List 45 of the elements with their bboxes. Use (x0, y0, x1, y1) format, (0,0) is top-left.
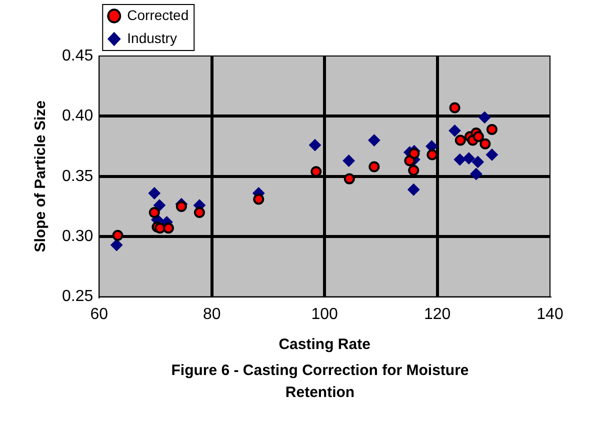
x-tick-label: 140 (536, 306, 564, 323)
point (486, 124, 498, 135)
point (462, 152, 475, 164)
point (176, 201, 187, 212)
x-tick-label: 80 (202, 306, 221, 323)
point (162, 222, 174, 234)
y-tick-label: 0.35 (62, 168, 94, 185)
point (148, 187, 160, 200)
point (308, 139, 321, 152)
point (448, 124, 461, 137)
text: Figure 6 - Casting Correction for Moisture Retention (170, 361, 470, 403)
y-axis-title: Slope of Particle Size (32, 100, 50, 252)
point (454, 134, 466, 146)
point (472, 131, 484, 142)
x-tick-label: 120 (424, 306, 451, 323)
point (408, 184, 420, 196)
point (344, 173, 355, 184)
point (368, 134, 380, 146)
point (154, 222, 166, 234)
point (454, 154, 466, 166)
point (472, 156, 484, 168)
point (153, 199, 166, 212)
point (470, 168, 482, 180)
point (408, 164, 420, 176)
y-tick-label: 0.30 (62, 228, 94, 246)
y-tick-label: 0.25 (62, 288, 94, 306)
point (368, 161, 380, 172)
point (342, 154, 355, 167)
point (110, 239, 123, 252)
y-tick-label: 0.40 (62, 108, 94, 125)
x-tick-label: 100 (311, 306, 338, 323)
legend-label: Corrected (127, 6, 189, 23)
point (253, 194, 264, 205)
point (112, 230, 124, 241)
point (478, 111, 491, 124)
y-tick-label: 0.45 (62, 47, 94, 64)
point (486, 148, 498, 161)
point (408, 148, 420, 160)
legend-label: Industry (127, 30, 177, 46)
point (148, 207, 160, 218)
point (449, 102, 460, 114)
point (194, 207, 205, 218)
point (480, 138, 491, 150)
x-tick-label: 60 (90, 306, 108, 323)
x-axis-title: Casting Rate (278, 336, 370, 354)
